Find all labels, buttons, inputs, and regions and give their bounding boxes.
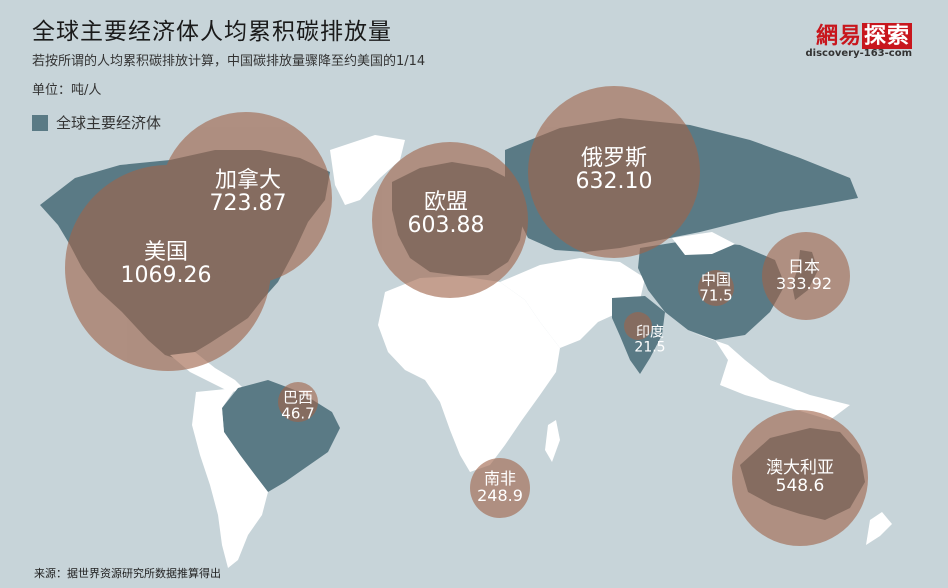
brand-logo: 網易探索 discovery-163-com bbox=[806, 18, 912, 59]
greenland bbox=[330, 135, 405, 205]
bubble-china bbox=[698, 270, 734, 306]
source-note: 来源：据世界资源研究所数据推算得出 bbox=[34, 567, 221, 580]
label-russia: 俄罗斯 632.10 bbox=[575, 145, 653, 194]
page-title: 全球主要经济体人均累积碳排放量 bbox=[32, 19, 392, 45]
bubble-eu bbox=[372, 142, 528, 298]
bubble-japan bbox=[762, 232, 850, 320]
logo-brand-b: 探索 bbox=[861, 23, 912, 49]
subtitle: 若按所谓的人均累积碳排放计算，中国碳排放量骤降至约美国的1/14 bbox=[32, 54, 426, 69]
bubble-canada bbox=[160, 112, 332, 284]
bubble-australia bbox=[732, 410, 868, 546]
label-usa: 美国 1069.26 bbox=[120, 239, 212, 288]
label-japan: 日本 333.92 bbox=[776, 257, 832, 293]
bubble-russia bbox=[528, 86, 700, 258]
bubble-brazil bbox=[278, 382, 318, 422]
south-america-rest bbox=[192, 388, 268, 568]
new-zealand bbox=[866, 512, 892, 545]
unit-label: 单位：吨/人 bbox=[32, 83, 102, 98]
southeast-asia bbox=[690, 332, 850, 420]
legend-label: 全球主要经济体 bbox=[56, 114, 162, 132]
madagascar bbox=[545, 420, 560, 462]
label-brazil: 巴西 46.7 bbox=[281, 388, 315, 422]
logo-url: discovery-163-com bbox=[805, 48, 912, 59]
label-eu: 欧盟 603.88 bbox=[407, 189, 485, 238]
legend: 全球主要经济体 bbox=[32, 112, 161, 133]
label-south-africa: 南非 248.9 bbox=[477, 469, 523, 505]
legend-swatch bbox=[32, 114, 48, 131]
bubble-india bbox=[624, 312, 652, 340]
mongolia bbox=[672, 232, 735, 255]
label-china: 中国 71.5 bbox=[699, 270, 733, 304]
label-australia: 澳大利亚 548.6 bbox=[766, 458, 834, 496]
africa bbox=[378, 276, 560, 472]
label-canada: 加拿大 723.87 bbox=[209, 167, 287, 216]
bubble-south-africa bbox=[470, 458, 530, 518]
bubble-layer bbox=[65, 86, 868, 546]
middle-east bbox=[500, 258, 645, 348]
logo-brand-a: 網易 bbox=[815, 23, 862, 49]
label-india: 印度 21.5 bbox=[634, 324, 666, 355]
